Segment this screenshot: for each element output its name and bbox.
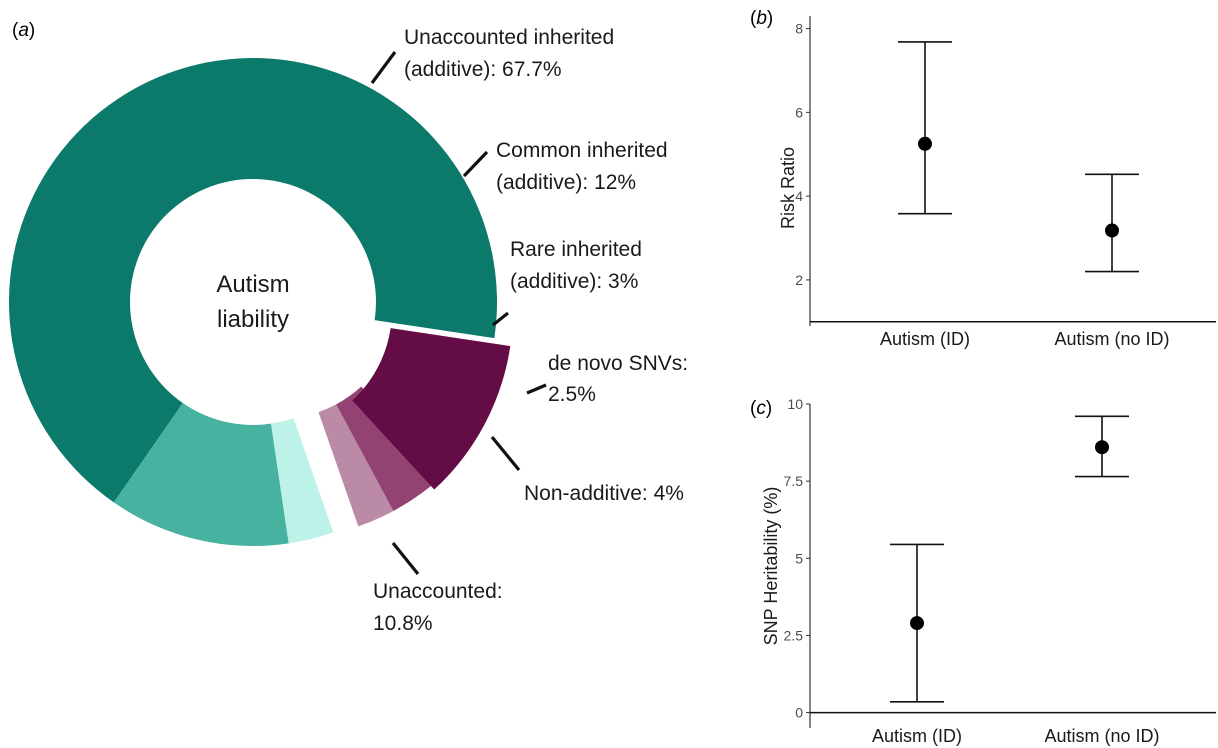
point-marker (1105, 223, 1119, 238)
y-tick-label: 0 (795, 705, 803, 721)
donut-chart (9, 57, 511, 547)
point-marker (910, 616, 924, 631)
point-marker (1095, 440, 1109, 455)
x-category-label-autism-no-id: Autism (no ID) (1044, 726, 1159, 746)
slice-label-rare-inherited-line-1: Rare inherited (510, 238, 642, 261)
y-tick-label: 10 (787, 396, 803, 412)
slice-label-non-additive-4-line-1: Non-additive: 4% (524, 482, 684, 505)
risk-ratio-plot: 2 4 6 8 Risk Ratio Autism (ID) Autism (no ID) (778, 16, 1216, 349)
donut-slice-unaccounted (352, 328, 511, 490)
x-category-label-autism-no-id: Autism (no ID) (1054, 329, 1169, 349)
donut-labels: Unaccounted inherited (additive): 67.7% Co… (370, 26, 688, 635)
y-tick-label: 2 (795, 272, 803, 288)
slice-label-de-novo-snvs-line-1: de novo SNVs: (548, 352, 688, 375)
x-category-label-autism-id: Autism (ID) (872, 726, 962, 746)
slice-label-unaccounted-line-1: Unaccounted: (373, 580, 503, 603)
point-marker (918, 136, 932, 151)
point-autism-id (890, 543, 944, 703)
slice-label-unaccounted-inherited-line-1: Unaccounted inherited (404, 26, 614, 49)
leader-line-non-additive-4 (490, 435, 521, 472)
y-tick-label: 7.5 (784, 473, 804, 489)
y-tick-label: 5 (795, 550, 803, 566)
leader-line-rare-inherited (492, 311, 509, 327)
panel-b-letter: (b) (750, 8, 773, 29)
panel-a-letter: (a) (12, 20, 35, 41)
slice-label-de-novo-snvs-line-2: 2.5% (548, 383, 596, 406)
point-autism-no-id (1075, 415, 1129, 478)
donut-slice-common-inherited (113, 403, 289, 547)
center-label-line-1: Autism (216, 271, 289, 298)
leader-line-unaccounted (391, 541, 420, 576)
slice-label-unaccounted-line-2: 10.8% (373, 612, 433, 635)
y-tick-label: 8 (795, 21, 803, 37)
slice-label-rare-inherited-line-2: (additive): 3% (510, 270, 638, 293)
donut-center-label: Autism liability (216, 271, 289, 333)
point-autism-no-id (1085, 173, 1139, 273)
slice-label-common-inherited-line-1: Common inherited (496, 139, 668, 162)
leader-line-de-novo-snvs (526, 383, 547, 395)
point-autism-id (898, 41, 952, 215)
panel-c-letter: (c) (750, 398, 772, 419)
y-tick-label: 4 (795, 188, 803, 204)
donut-slice-de-novo-snvs (318, 404, 394, 527)
y-axis-title: SNP Heritability (%) (761, 487, 781, 646)
y-tick-label: 2.5 (784, 627, 804, 643)
slice-label-unaccounted-inherited-line-2: (additive): 67.7% (404, 58, 562, 81)
donut-slice-non-additive-4 (336, 386, 444, 511)
donut-slice-rare-inherited (271, 418, 334, 544)
center-label-line-2: liability (217, 306, 289, 333)
snp-heritability-plot: 0 2.5 5 7.5 10 SNP Heritability (%) Autism (ID… (761, 396, 1216, 746)
y-tick-label: 6 (795, 104, 803, 120)
y-axis-title: Risk Ratio (778, 147, 798, 229)
slice-label-common-inherited-line-2: (additive): 12% (496, 171, 636, 194)
leader-line-unaccounted-inherited (370, 51, 397, 84)
donut-slice-unaccounted-inherited (9, 57, 498, 503)
leader-line-common-inherited (462, 150, 489, 178)
x-category-label-autism-id: Autism (ID) (880, 329, 970, 349)
